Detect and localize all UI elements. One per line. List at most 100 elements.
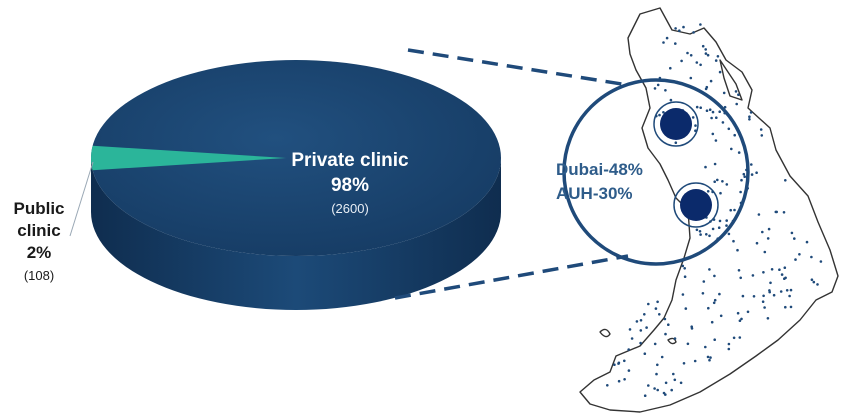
- clinic-dot: [718, 70, 722, 74]
- clinic-dot: [717, 226, 721, 229]
- clinic-dot: [691, 116, 695, 119]
- public-clinic-label: Public clinic 2% (108): [4, 198, 74, 283]
- clinic-dot: [810, 255, 813, 259]
- clinic-dot: [784, 305, 787, 309]
- zoom-circle: [562, 78, 750, 266]
- clinic-dot: [635, 320, 639, 323]
- clinic-dot: [711, 132, 715, 136]
- clinic-dot: [739, 190, 742, 194]
- clinic-dot: [737, 93, 740, 96]
- clinic-dot: [755, 171, 758, 174]
- clinic-dot: [762, 294, 765, 298]
- clinic-dot: [689, 76, 693, 80]
- clinic-dot: [656, 363, 659, 367]
- clinic-dot: [674, 42, 677, 45]
- clinic-dot: [736, 311, 740, 315]
- clinic-dot: [772, 293, 776, 297]
- clinic-dot: [701, 292, 705, 295]
- clinic-dot: [760, 134, 764, 137]
- clinic-dot: [693, 359, 697, 363]
- clinic-dot: [721, 180, 724, 183]
- pie-side-wall: [91, 158, 501, 310]
- clinic-dot: [748, 118, 751, 121]
- clinic-dot: [643, 352, 647, 356]
- clinic-dot: [692, 31, 695, 34]
- clinic-dot: [721, 121, 725, 124]
- clinic-dot: [711, 227, 715, 231]
- clinic-dot: [766, 237, 770, 240]
- clinic-dot: [707, 306, 710, 310]
- clinic-dot: [740, 178, 743, 182]
- clinic-dot: [704, 48, 707, 51]
- clinic-dot: [689, 54, 693, 57]
- clinic-dot: [725, 224, 728, 227]
- clinic-dot: [713, 162, 717, 166]
- clinic-dot: [678, 29, 681, 32]
- clinic-dot: [665, 36, 669, 40]
- clinic-dot: [727, 347, 731, 351]
- clinic-dot: [664, 89, 667, 92]
- clinic-dot: [761, 230, 764, 234]
- clinic-dot: [708, 268, 711, 271]
- private-clinic-count: (2600): [331, 201, 369, 216]
- clinic-dot: [713, 298, 717, 302]
- clinic-dot: [716, 55, 720, 58]
- clinic-dot: [718, 110, 721, 113]
- clinic-dot: [667, 323, 670, 327]
- clinic-dot: [673, 337, 677, 340]
- clinic-dot: [716, 178, 719, 182]
- clinic-dot: [681, 264, 685, 268]
- clinic-dot: [656, 388, 659, 392]
- clinic-dot: [699, 23, 702, 26]
- clinic-dot: [740, 317, 743, 321]
- clinic-dot: [779, 290, 783, 293]
- private-clinic-label: Private clinic 98% (2600): [250, 150, 450, 216]
- clinic-dot: [722, 91, 726, 95]
- auh-share-label: AUH-30%: [556, 184, 633, 203]
- zoom-callout: [562, 78, 750, 266]
- clinic-dot: [705, 109, 709, 112]
- pie-slice-public-clinic: [91, 145, 287, 171]
- clinic-dot: [708, 108, 712, 111]
- clinic-dot: [778, 268, 781, 272]
- clinic-dot: [662, 111, 665, 114]
- clinic-dot: [749, 111, 753, 114]
- clinic-dot: [775, 210, 778, 214]
- clinic-dot: [734, 90, 738, 93]
- clinic-dot: [656, 83, 660, 87]
- clinic-dot: [725, 183, 729, 186]
- connector-top-dashed-line: [407, 48, 629, 87]
- clinic-dot: [733, 208, 736, 212]
- clinic-dot: [613, 363, 616, 367]
- clinic-dot: [727, 342, 731, 346]
- clinic-dot: [680, 59, 683, 63]
- clinic-dot: [645, 326, 648, 329]
- clinic-dot: [705, 233, 708, 236]
- clinic-dot: [732, 336, 736, 340]
- clinic-dot: [757, 213, 761, 216]
- clinic-dot: [733, 133, 736, 137]
- connector-bottom-dashed-line: [394, 254, 629, 300]
- clinic-dot: [770, 268, 774, 271]
- clinic-dot: [769, 281, 772, 285]
- clinic-dot: [656, 300, 659, 304]
- private-clinic-percent: 98%: [330, 175, 370, 196]
- zoom-connector: [394, 48, 629, 300]
- clinic-dot: [708, 234, 711, 238]
- clinic-dot: [695, 105, 699, 109]
- clinic-dot: [755, 241, 759, 245]
- clinic-dot: [750, 173, 754, 176]
- clinic-dot: [712, 301, 716, 305]
- public-clinic-leader-line: [69, 161, 94, 237]
- clinic-dot: [664, 393, 667, 396]
- clinic-dot: [718, 219, 722, 223]
- private-clinic-name: Private clinic: [291, 150, 409, 171]
- clinic-dot: [751, 274, 755, 277]
- clinic-dot: [658, 313, 661, 316]
- clinic-dot: [683, 267, 686, 270]
- zoom-callout-text: Dubai-48% AUH-30%: [556, 158, 643, 206]
- clinic-dot: [669, 66, 672, 70]
- clinic-dot: [681, 293, 685, 296]
